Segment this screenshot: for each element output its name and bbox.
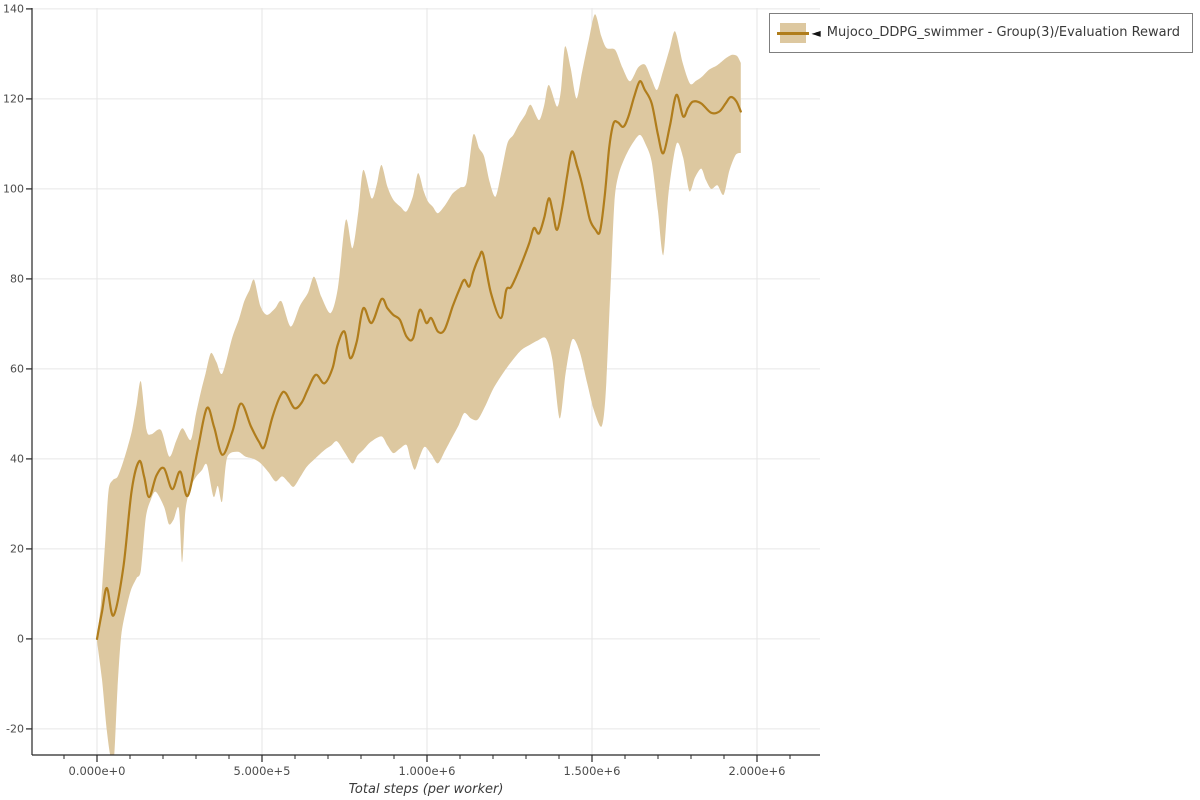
y-tick-label: 140: [3, 2, 24, 15]
legend-swatch-line: [776, 31, 809, 35]
mean-line: [95, 80, 742, 640]
y-tick-label: 120: [3, 92, 24, 105]
y-axis: -20 0 20 40 60 80 100 120 140: [3, 2, 32, 735]
x-tick-label: 2.000e+6: [729, 764, 786, 778]
legend-collapse-marker[interactable]: ◄: [811, 26, 821, 40]
y-tick-label: 80: [10, 272, 24, 285]
y-tick-label: 20: [10, 542, 24, 555]
x-tick-label: 0.000e+0: [69, 764, 126, 778]
x-tick-label: 1.500e+6: [564, 764, 621, 778]
x-axis-title: Total steps (per worker): [349, 782, 504, 797]
y-tick-label: 40: [10, 452, 24, 465]
legend: ◄ Mujoco_DDPG_swimmer - Group(3)/Evaluat…: [768, 13, 1193, 53]
legend-swatch-icon: [776, 23, 809, 43]
y-tick-label: -20: [6, 722, 24, 735]
reward-chart: -20 0 20 40 60 80 100 120 140 0.000e+0 5.000e+5 1.0…: [3, 2, 820, 797]
x-tick-label: 1.000e+6: [399, 764, 456, 778]
y-tick-label: 60: [10, 362, 24, 375]
min-max-band: [97, 14, 741, 755]
legend-item-label[interactable]: Mujoco_DDPG_swimmer - Group(3)/Evaluatio…: [826, 25, 1180, 41]
x-tick-label: 5.000e+5: [234, 764, 291, 778]
y-tick-label: 0: [17, 632, 24, 645]
x-axis: 0.000e+0 5.000e+5 1.000e+6 1.500e+6 2.000e+6: [63, 755, 791, 778]
y-tick-label: 100: [3, 182, 24, 195]
